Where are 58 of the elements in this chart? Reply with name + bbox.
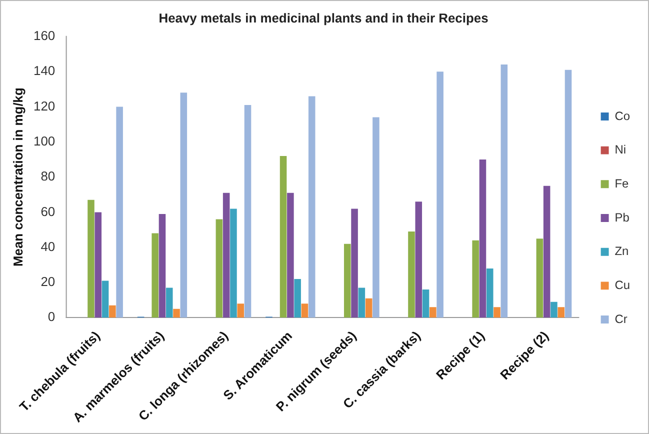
legend-label: Cu <box>614 278 630 292</box>
y-tick-label: 120 <box>34 98 56 114</box>
bar <box>479 159 486 318</box>
bar <box>494 307 500 318</box>
y-tick-label: 140 <box>34 63 56 78</box>
bar <box>351 208 358 318</box>
bar <box>294 279 301 318</box>
y-tick-label: 0 <box>48 309 56 324</box>
bar <box>436 72 444 318</box>
bar <box>543 186 550 318</box>
y-axis-title: Mean concentration in mg/kg <box>10 88 26 266</box>
bar <box>550 302 558 318</box>
bar <box>109 305 116 318</box>
y-tick-label: 60 <box>40 204 56 219</box>
bar <box>244 104 252 318</box>
y-tick-label: 40 <box>40 238 56 254</box>
legend-label: Ni <box>614 142 626 157</box>
bar <box>237 304 244 318</box>
bar <box>158 214 166 318</box>
bar <box>216 219 223 318</box>
bar <box>308 96 316 318</box>
legend-label: Fe <box>614 176 630 190</box>
bar <box>116 106 123 318</box>
bar <box>180 92 188 318</box>
legend-label: Zn <box>614 244 629 258</box>
bar <box>372 117 380 318</box>
bar <box>280 156 287 318</box>
y-tick-label: 80 <box>40 168 56 184</box>
bar <box>564 70 572 318</box>
bar <box>230 208 237 318</box>
bar <box>415 202 422 318</box>
y-tick-label: 20 <box>40 274 56 290</box>
bar <box>558 307 564 318</box>
bar <box>152 233 158 318</box>
bar <box>94 212 102 318</box>
bar <box>365 298 372 318</box>
bar <box>344 244 351 318</box>
legend-label: Co <box>614 108 630 123</box>
bar <box>500 64 508 318</box>
legend-label: Pb <box>614 210 630 224</box>
legend-label: Cr <box>614 312 628 326</box>
bar <box>301 304 308 318</box>
bar <box>486 268 494 318</box>
bar <box>472 240 479 318</box>
bar <box>536 238 544 318</box>
y-tick-label: 160 <box>34 28 56 43</box>
bar <box>422 290 430 318</box>
bar <box>358 288 366 318</box>
bar <box>102 280 109 318</box>
bar <box>166 288 173 318</box>
bar <box>287 192 294 318</box>
bar <box>173 308 180 318</box>
chart-title: Heavy metals in medicinal plants and in their Recipes <box>158 10 488 26</box>
bar <box>222 192 230 318</box>
bar <box>430 307 436 318</box>
bar <box>88 200 94 318</box>
y-tick-label: 100 <box>34 133 56 148</box>
bar <box>408 232 415 318</box>
